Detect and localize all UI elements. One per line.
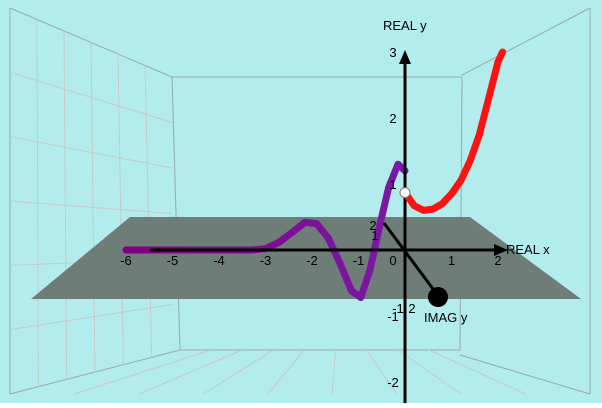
grid-line xyxy=(74,349,212,395)
y-tick-label: -1 xyxy=(387,309,399,324)
x-tick-label: 2 xyxy=(494,253,501,268)
grid-line xyxy=(428,349,526,395)
grid-line xyxy=(9,136,173,169)
real-solution-curve[interactable] xyxy=(401,48,507,214)
imag-tick-label: -1 xyxy=(392,301,404,316)
y-tick-labels: -2 -1 1 2 3 xyxy=(387,45,399,390)
x-tick-label: -1 xyxy=(353,253,365,268)
imag-axis-title: IMAG y xyxy=(424,310,468,325)
imag-tick-label: 1 xyxy=(371,228,378,243)
x-tick-label: 0 xyxy=(389,253,396,268)
grid-lines xyxy=(9,19,526,395)
box-edge xyxy=(461,7,591,76)
curve-marker-point[interactable] xyxy=(399,187,411,199)
grid-line xyxy=(203,349,274,395)
x-tick-label: 1 xyxy=(448,253,455,268)
x-tick-label: -5 xyxy=(167,253,179,268)
y-tick-label: 2 xyxy=(389,111,396,126)
x-tick-label: -2 xyxy=(306,253,318,268)
box-edge xyxy=(459,76,463,351)
grid-line xyxy=(9,71,173,123)
x-axis-title: REAL x xyxy=(506,242,550,257)
y-tick-label: 1 xyxy=(389,177,396,192)
y-axis-arrow xyxy=(399,50,411,64)
imag-tick-label: 2 xyxy=(369,218,376,233)
imag-axis-line xyxy=(382,222,438,294)
y-axis-title: REAL y xyxy=(383,18,427,33)
grid-line xyxy=(267,349,305,395)
y-tick-label: 3 xyxy=(389,45,396,60)
imag-tick-label: 2 xyxy=(408,301,415,316)
grid-line xyxy=(366,349,398,395)
xz-plane xyxy=(31,217,581,299)
box-edge xyxy=(459,354,591,395)
x-tick-label: -4 xyxy=(213,253,225,268)
x-tick-labels: -6 -5 -4 -3 -2 -1 0 1 2 xyxy=(120,253,501,268)
box-edge xyxy=(171,76,181,351)
grid-line xyxy=(9,304,173,331)
axes xyxy=(150,50,508,403)
imag-axis-end-sphere xyxy=(428,287,448,307)
grid-line xyxy=(138,349,243,395)
x-axis-arrow xyxy=(494,244,508,256)
x-tick-label: -6 xyxy=(120,253,132,268)
grid-line xyxy=(9,200,173,214)
grid-line xyxy=(397,349,462,395)
grid-line xyxy=(331,349,337,395)
x-tick-label: -3 xyxy=(260,253,272,268)
y-tick-label: -2 xyxy=(387,375,399,390)
